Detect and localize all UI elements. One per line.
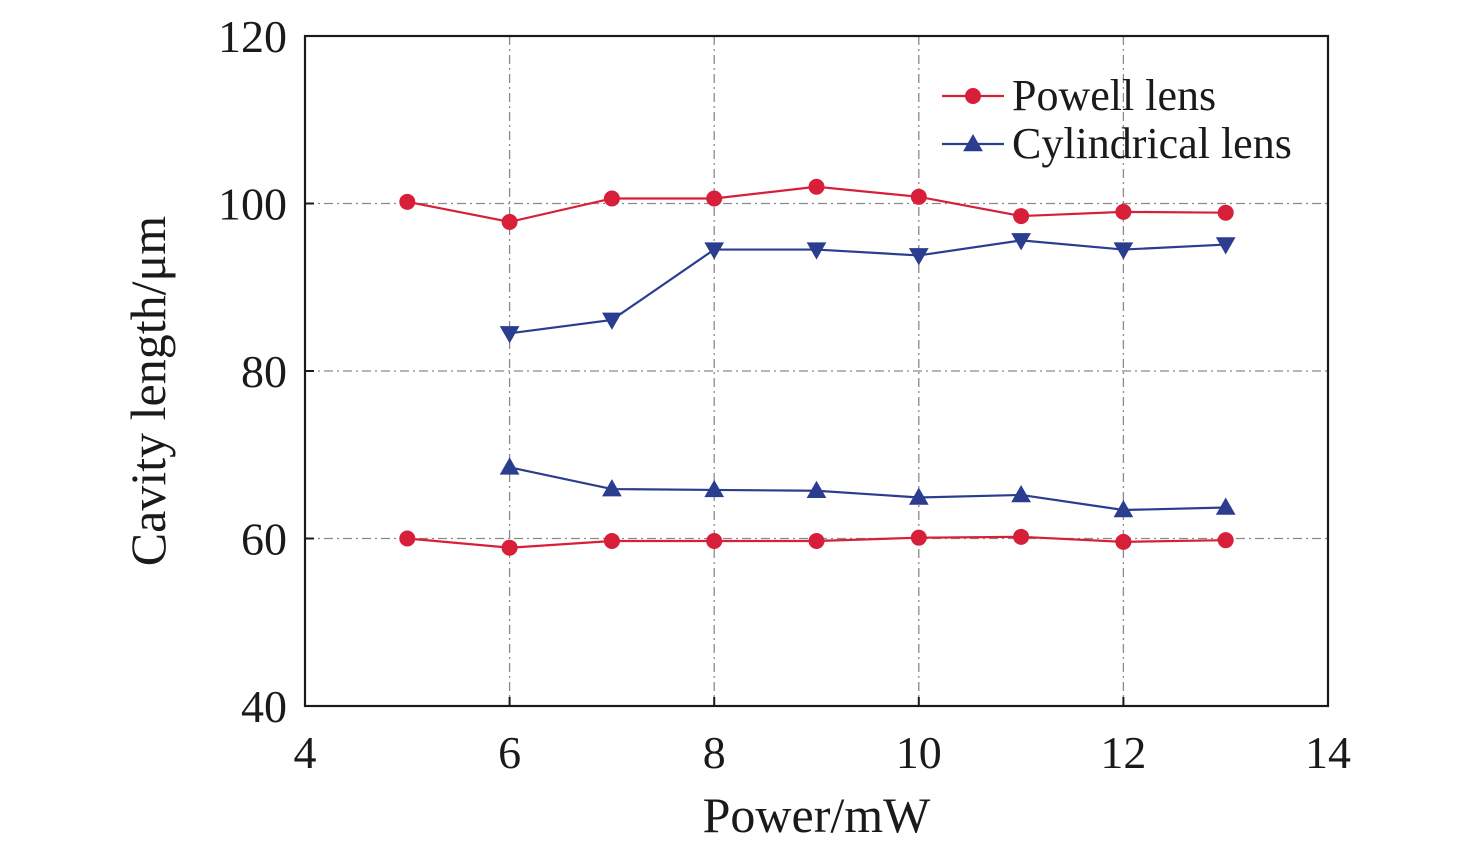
data-point xyxy=(808,533,825,550)
y-tick-label: 60 xyxy=(241,514,287,565)
data-point xyxy=(603,190,620,207)
data-point xyxy=(706,190,723,207)
data-point xyxy=(908,487,929,505)
data-point xyxy=(1215,237,1236,255)
data-point xyxy=(706,533,723,550)
data-point xyxy=(603,533,620,550)
series-3 xyxy=(499,457,1236,518)
data-point xyxy=(910,188,927,205)
data-point xyxy=(501,539,518,556)
x-axis-label: Power/mW xyxy=(703,787,932,843)
legend-label: Cylindrical lens xyxy=(1012,119,1292,168)
x-tick-label: 4 xyxy=(294,727,317,778)
series-2 xyxy=(499,233,1236,344)
legend-item: Powell lens xyxy=(942,71,1216,120)
y-tick-label: 80 xyxy=(241,346,287,397)
data-point xyxy=(499,326,520,344)
legend-label: Powell lens xyxy=(1012,71,1216,120)
legend-marker xyxy=(963,133,983,152)
data-point xyxy=(1215,497,1236,515)
data-point xyxy=(808,178,825,195)
data-point xyxy=(1011,233,1031,251)
tick-layer: 4 6 8 10 12 14 40 60 80 100 120 xyxy=(218,11,1351,778)
series-line xyxy=(509,466,1226,512)
series-line xyxy=(509,239,1226,335)
y-tick-label: 120 xyxy=(218,11,287,62)
data-point xyxy=(1011,484,1031,503)
x-tick-label: 8 xyxy=(703,727,726,778)
x-tick-label: 6 xyxy=(498,727,521,778)
data-point xyxy=(704,242,725,260)
data-point xyxy=(1115,203,1132,220)
y-axis-label: Cavity length/μm xyxy=(120,216,176,566)
data-point xyxy=(399,530,416,547)
legend-item: Cylindrical lens xyxy=(942,119,1292,168)
data-point xyxy=(602,479,622,497)
data-point xyxy=(399,193,416,210)
data-point xyxy=(602,312,622,330)
data-point xyxy=(910,529,927,546)
data-point xyxy=(704,479,725,498)
data-point xyxy=(1217,204,1234,221)
x-tick-label: 12 xyxy=(1100,727,1146,778)
data-point xyxy=(1013,528,1030,545)
x-tick-label: 10 xyxy=(896,727,942,778)
data-point xyxy=(1115,533,1132,550)
data-point xyxy=(1217,532,1234,549)
y-tick-label: 40 xyxy=(241,681,287,732)
y-tick-label: 100 xyxy=(218,179,287,230)
data-point xyxy=(1013,208,1030,225)
data-point xyxy=(806,480,827,499)
grid-lines xyxy=(305,36,1328,706)
series-0 xyxy=(399,178,1234,230)
x-tick-label: 14 xyxy=(1305,727,1351,778)
data-point xyxy=(1113,242,1134,260)
data-point xyxy=(908,248,929,266)
data-point xyxy=(501,213,518,230)
data-point xyxy=(499,457,520,475)
legend-marker xyxy=(965,88,981,104)
data-point xyxy=(806,242,827,260)
series-layer xyxy=(399,178,1236,556)
data-point xyxy=(1113,500,1134,518)
series-1 xyxy=(399,528,1234,556)
